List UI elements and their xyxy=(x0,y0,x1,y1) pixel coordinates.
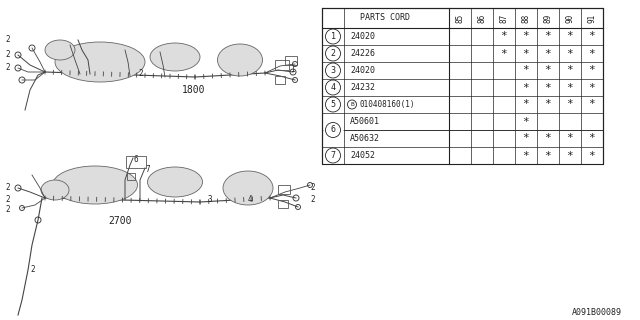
Text: 2: 2 xyxy=(5,195,10,204)
Text: 2: 2 xyxy=(5,63,10,72)
Text: 2: 2 xyxy=(5,205,10,214)
Text: A50601: A50601 xyxy=(350,117,380,126)
Ellipse shape xyxy=(45,40,75,60)
Text: 87: 87 xyxy=(499,13,509,23)
Text: *: * xyxy=(589,133,595,143)
Bar xyxy=(275,76,285,84)
Text: 24052: 24052 xyxy=(350,151,375,160)
Ellipse shape xyxy=(55,42,145,82)
Text: 2: 2 xyxy=(5,183,10,192)
Text: *: * xyxy=(523,31,529,42)
Text: 2: 2 xyxy=(330,49,335,58)
Text: 91: 91 xyxy=(588,13,596,23)
Text: A50632: A50632 xyxy=(350,134,380,143)
Text: *: * xyxy=(500,31,508,42)
Text: 7: 7 xyxy=(330,151,335,160)
Text: 2700: 2700 xyxy=(108,216,131,226)
Bar xyxy=(127,173,135,180)
Text: B: B xyxy=(350,102,354,107)
Ellipse shape xyxy=(147,167,202,197)
Text: *: * xyxy=(523,83,529,92)
Text: 6: 6 xyxy=(133,155,138,164)
Text: 3: 3 xyxy=(208,195,212,204)
Text: 85: 85 xyxy=(456,13,465,23)
Text: 5: 5 xyxy=(330,100,335,109)
Text: *: * xyxy=(545,133,552,143)
Text: 88: 88 xyxy=(522,13,531,23)
Text: *: * xyxy=(589,49,595,59)
Bar xyxy=(275,60,289,70)
Text: 2: 2 xyxy=(5,50,10,59)
Text: 6: 6 xyxy=(330,125,335,134)
Ellipse shape xyxy=(41,180,69,200)
Text: *: * xyxy=(523,100,529,109)
Text: 1800: 1800 xyxy=(182,85,205,95)
Text: A091B00089: A091B00089 xyxy=(572,308,622,317)
Ellipse shape xyxy=(52,166,138,204)
Text: *: * xyxy=(545,49,552,59)
Text: *: * xyxy=(523,150,529,161)
Text: *: * xyxy=(500,49,508,59)
Text: 24020: 24020 xyxy=(350,66,375,75)
Bar xyxy=(285,56,297,65)
Text: *: * xyxy=(545,31,552,42)
Text: 90: 90 xyxy=(566,13,575,23)
Text: *: * xyxy=(566,66,573,76)
Text: *: * xyxy=(589,100,595,109)
Bar xyxy=(278,200,288,208)
Text: *: * xyxy=(545,100,552,109)
Ellipse shape xyxy=(150,43,200,71)
Text: 4: 4 xyxy=(330,83,335,92)
Text: 24020: 24020 xyxy=(350,32,375,41)
Text: *: * xyxy=(566,150,573,161)
Text: 2: 2 xyxy=(310,195,315,204)
Text: 1: 1 xyxy=(330,32,335,41)
Text: 86: 86 xyxy=(477,13,486,23)
Text: *: * xyxy=(589,66,595,76)
Text: *: * xyxy=(523,133,529,143)
Text: *: * xyxy=(566,49,573,59)
Bar xyxy=(126,156,146,168)
Text: *: * xyxy=(566,83,573,92)
Text: *: * xyxy=(523,66,529,76)
Bar xyxy=(278,185,290,194)
Text: *: * xyxy=(545,66,552,76)
Text: *: * xyxy=(545,150,552,161)
Text: *: * xyxy=(589,150,595,161)
Text: 2: 2 xyxy=(310,183,315,192)
Bar xyxy=(322,8,603,164)
Text: *: * xyxy=(523,49,529,59)
Ellipse shape xyxy=(223,171,273,205)
Text: PARTS CORD: PARTS CORD xyxy=(360,13,410,22)
Text: 4: 4 xyxy=(248,195,253,204)
Text: 3: 3 xyxy=(330,66,335,75)
Text: 89: 89 xyxy=(543,13,552,23)
Text: *: * xyxy=(589,31,595,42)
Text: *: * xyxy=(545,83,552,92)
Text: 010408160(1): 010408160(1) xyxy=(360,100,415,109)
Text: *: * xyxy=(566,31,573,42)
Text: 2: 2 xyxy=(138,69,143,78)
Text: 24226: 24226 xyxy=(350,49,375,58)
Text: *: * xyxy=(523,116,529,126)
Text: 24232: 24232 xyxy=(350,83,375,92)
Text: *: * xyxy=(589,83,595,92)
Text: 1: 1 xyxy=(290,65,294,74)
Text: *: * xyxy=(566,100,573,109)
Text: 7: 7 xyxy=(145,165,150,174)
Text: *: * xyxy=(566,133,573,143)
Text: 2: 2 xyxy=(30,265,35,274)
Ellipse shape xyxy=(218,44,262,76)
Text: 2: 2 xyxy=(5,35,10,44)
